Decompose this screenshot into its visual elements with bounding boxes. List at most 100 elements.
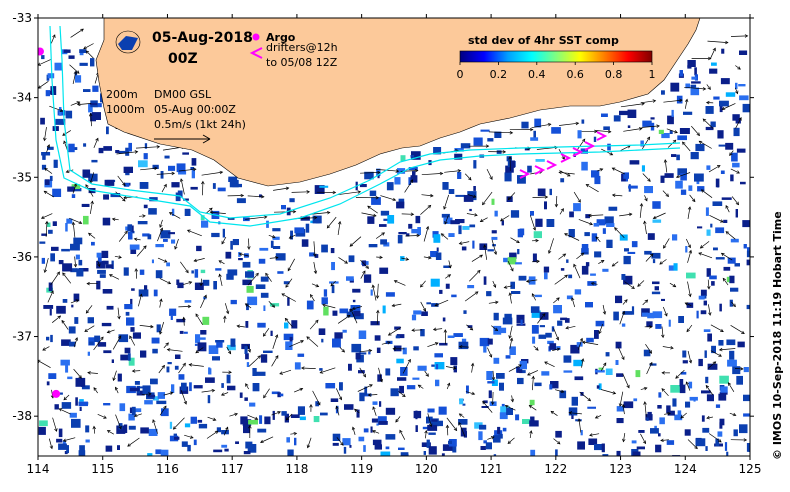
current-arrow: [730, 168, 740, 174]
current-arrowhead: [263, 394, 267, 399]
sst-patch: [42, 153, 46, 160]
sst-patch: [177, 282, 184, 289]
current-arrow: [50, 271, 60, 286]
sst-patch: [590, 273, 596, 276]
current-arrowhead: [744, 34, 749, 38]
sst-patch: [724, 442, 728, 451]
current-arrow: [44, 258, 49, 273]
sst-patch: [380, 239, 387, 245]
current-arrow: [113, 370, 117, 381]
current-arrow: [511, 395, 514, 402]
sst-patch: [719, 100, 729, 107]
sst-patch: [467, 325, 473, 328]
current-arrowhead: [573, 263, 577, 268]
sst-patch: [270, 330, 273, 336]
current-arrowhead: [182, 316, 186, 321]
sst-patch: [602, 454, 609, 456]
current-arrowhead: [536, 259, 540, 264]
sst-patch: [379, 401, 382, 407]
sst-patch: [524, 148, 530, 151]
sst-patch: [516, 367, 523, 373]
current-arrow: [159, 278, 171, 285]
current-arrow: [708, 165, 721, 173]
sst-patch: [565, 318, 570, 323]
sst-patch: [212, 183, 216, 189]
sst-patch: [85, 425, 90, 433]
sst-patch: [97, 342, 107, 347]
current-arrow: [486, 168, 493, 180]
sst-patch: [196, 337, 206, 340]
current-arrow: [469, 270, 481, 282]
current-arrowhead: [367, 205, 371, 210]
drifter-legend-label: drifters@12h: [266, 41, 338, 54]
current-arrow: [66, 169, 74, 173]
current-arrow: [559, 171, 575, 175]
sst-patch: [275, 253, 286, 261]
sst-patch: [289, 336, 293, 342]
sst-patch: [183, 331, 188, 334]
current-arrowhead: [387, 332, 392, 336]
current-arrow: [420, 301, 426, 312]
sst-patch: [60, 359, 70, 366]
sst-patch: [532, 253, 537, 263]
current-arrowhead: [732, 412, 737, 417]
sst-patch: [134, 381, 140, 385]
time-title: 00Z: [168, 51, 198, 67]
sst-patch: [624, 248, 629, 252]
current-arrowhead: [626, 384, 630, 389]
current-arrowhead: [725, 40, 729, 45]
current-arrowhead: [555, 336, 560, 341]
current-arrow: [72, 183, 77, 194]
drifter-legend-icon: [249, 47, 263, 59]
sst-patch: [702, 427, 710, 433]
current-arrowhead: [277, 411, 281, 415]
sst-patch: [91, 241, 95, 246]
sst-patch: [197, 342, 207, 352]
sst-patch: [147, 453, 153, 456]
current-arrowhead: [417, 384, 422, 388]
sst-patch: [176, 163, 186, 173]
sst-patch: [454, 153, 463, 160]
sst-patch: [651, 291, 661, 295]
sst-patch: [378, 421, 388, 425]
current-arrowhead: [452, 366, 457, 370]
current-arrowhead: [482, 201, 486, 206]
sst-patch: [258, 258, 266, 264]
current-arrow: [200, 278, 202, 286]
isobath-1000m: [49, 25, 681, 227]
sst-patch: [608, 206, 618, 211]
sst-patch: [479, 243, 488, 250]
sst-patch: [46, 336, 50, 341]
sst-patch: [719, 103, 723, 113]
current-arrowhead: [357, 190, 362, 194]
sst-patch: [658, 129, 664, 134]
current-arrowhead: [148, 392, 152, 396]
current-arrow: [722, 278, 729, 286]
sst-patch: [352, 299, 356, 303]
current-arrowhead: [285, 417, 290, 421]
x-tick-label: 117: [221, 462, 244, 476]
sst-patch: [176, 279, 180, 285]
sst-patch: [160, 230, 171, 239]
sst-patch: [671, 109, 674, 117]
current-arrow: [388, 327, 402, 336]
sst-patch: [677, 135, 687, 141]
sst-patch: [362, 260, 367, 267]
current-arrowhead: [168, 212, 173, 216]
sst-patch: [41, 233, 47, 236]
sst-patch: [435, 379, 440, 387]
current-arrow: [722, 103, 736, 110]
sst-patch: [649, 363, 657, 366]
sst-patch: [726, 451, 729, 456]
sst-patch: [74, 71, 78, 78]
sst-patch: [615, 360, 619, 365]
current-arrow: [86, 305, 93, 314]
sst-patch: [549, 188, 552, 196]
current-arrowhead: [430, 193, 434, 198]
sst-patch: [385, 434, 396, 440]
sst-patch: [277, 392, 281, 398]
current-arrow: [664, 159, 668, 173]
current-arrowhead: [696, 132, 700, 137]
current-arrowhead: [220, 392, 225, 396]
current-arrowhead: [482, 400, 486, 405]
